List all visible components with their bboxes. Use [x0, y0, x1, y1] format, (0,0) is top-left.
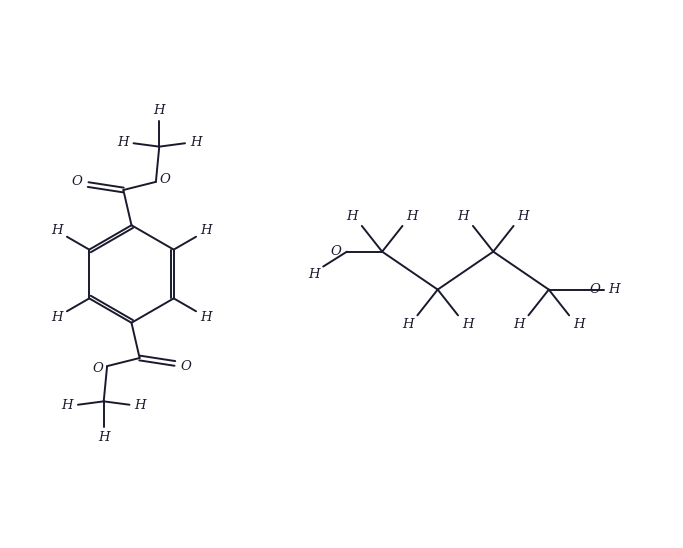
Text: H: H [154, 104, 165, 117]
Text: H: H [513, 318, 525, 332]
Text: O: O [92, 362, 103, 375]
Text: H: H [406, 210, 418, 223]
Text: H: H [117, 136, 128, 149]
Text: H: H [135, 399, 146, 412]
Text: H: H [98, 431, 109, 444]
Text: H: H [61, 399, 73, 412]
Text: H: H [462, 318, 473, 332]
Text: H: H [200, 225, 212, 237]
Text: O: O [181, 360, 192, 373]
Text: H: H [458, 210, 469, 223]
Text: H: H [200, 311, 212, 323]
Text: H: H [517, 210, 529, 223]
Text: H: H [608, 283, 619, 296]
Text: H: H [51, 311, 63, 323]
Text: O: O [71, 175, 82, 188]
Text: H: H [51, 225, 63, 237]
Text: O: O [331, 245, 342, 258]
Text: H: H [190, 136, 201, 149]
Text: H: H [346, 210, 358, 223]
Text: H: H [308, 268, 320, 281]
Text: H: H [402, 318, 414, 332]
Text: O: O [589, 283, 600, 296]
Text: H: H [573, 318, 585, 332]
Text: O: O [160, 173, 171, 186]
